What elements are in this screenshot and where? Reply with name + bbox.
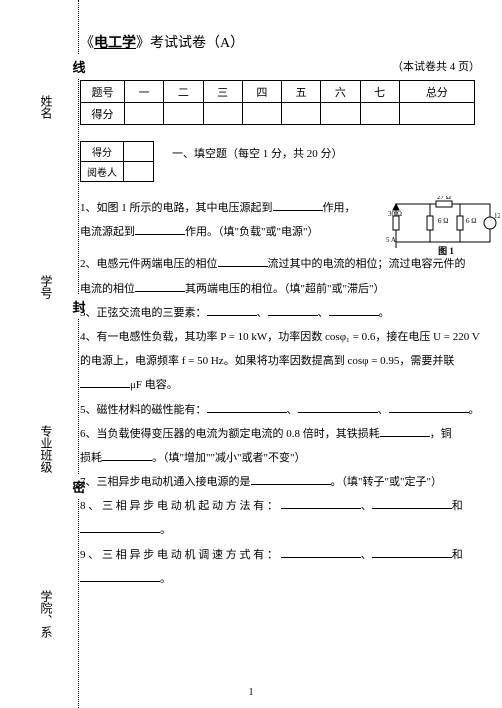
table-row: 题号 一 二 三 四 五 六 七 总分 (81, 81, 475, 103)
blank (218, 255, 268, 267)
circuit-r4: 6 Ω (466, 217, 476, 225)
blank (372, 497, 452, 509)
page-content: 《电工学》考试试卷（A） （本试卷共 4 页） 题号 一 二 三 四 五 六 七… (80, 32, 480, 591)
score-row1-label: 题号 (81, 81, 125, 103)
mini-grader-label: 阅卷人 (81, 162, 124, 182)
score-col: 二 (164, 81, 203, 103)
question-6-line1: 6、当负载使得变压器的电流为额定电流的 0.8 倍时，其铁损耗，铜 (80, 422, 480, 446)
circuit-r2: 30 Ω (388, 210, 402, 218)
score-cell (164, 103, 203, 125)
score-row2-label: 得分 (81, 103, 125, 125)
circuit-r3: 6 Ω (438, 217, 448, 225)
table-row: 得分 (81, 103, 475, 125)
blank (281, 546, 361, 558)
score-col: 总分 (399, 81, 474, 103)
section-1-title: 一、填空题（每空 1 分，共 20 分） (172, 141, 343, 161)
blank (80, 376, 130, 388)
binding-dotted-line (78, 0, 79, 708)
title-prefix: 《 (80, 36, 94, 51)
score-col: 四 (242, 81, 281, 103)
binding-edge: 线 封 密 姓名 学号 专业班级 学院、系 (30, 0, 80, 708)
title-suffix: 》考试试卷（A） (136, 36, 244, 51)
blank (268, 304, 318, 316)
circuit-i: 5 A (386, 236, 396, 244)
question-7: 7、三相异步电动机通入接电源的是。（填"转子"或"定子"） (80, 470, 480, 494)
blank (135, 223, 185, 235)
question-9-line1: 9 、 三 相 异 步 电 动 机 调 速 方 式 有 ： 、和 (80, 543, 480, 567)
blank (102, 449, 152, 461)
circuit-r1: 27 Ω (437, 196, 451, 201)
binding-label-name: 姓名 (38, 95, 55, 119)
blank (80, 521, 160, 533)
grader-table: 得分 阅卷人 (80, 141, 154, 182)
blank (80, 570, 160, 582)
exam-title: 《电工学》考试试卷（A） (80, 32, 480, 52)
score-cell (360, 103, 399, 125)
binding-label-id: 学号 (38, 275, 55, 299)
score-table: 题号 一 二 三 四 五 六 七 总分 得分 (80, 80, 475, 125)
score-cell (282, 103, 321, 125)
blank (329, 304, 379, 316)
score-col: 六 (321, 81, 360, 103)
score-cell (125, 103, 164, 125)
question-4-line2: 的电源上，电源频率 f = 50 Hz。如果将功率因数提高到 cosφ = 0.… (80, 349, 480, 373)
table-row: 阅卷人 (81, 162, 154, 182)
mini-score-cell (124, 142, 154, 162)
circuit-v: 12 V (494, 212, 500, 220)
score-cell (399, 103, 474, 125)
binding-label-dept: 学院、系 (38, 590, 55, 638)
mini-grader-cell (124, 162, 154, 182)
question-5: 5、磁性材料的磁性能有：、、。 (80, 398, 480, 422)
score-col: 一 (125, 81, 164, 103)
blank (251, 473, 331, 485)
question-9-line2: 。 (80, 567, 480, 591)
score-cell (203, 103, 242, 125)
blank (281, 497, 361, 509)
blank (298, 401, 378, 413)
score-cell (321, 103, 360, 125)
blank (135, 280, 185, 292)
question-3: 3、正弦交流电的三要素：、、。 (80, 301, 480, 325)
blank (372, 546, 452, 558)
question-2-line2: 电流的相位其两端电压的相位。（填"超前"或"滞后"） (80, 277, 480, 301)
score-col: 五 (282, 81, 321, 103)
section-header-row: 得分 阅卷人 一、填空题（每空 1 分，共 20 分） (80, 141, 480, 182)
binding-label-class: 专业班级 (38, 425, 55, 473)
question-8-line2: 。 (80, 518, 480, 542)
blank (273, 199, 323, 211)
mini-score-label: 得分 (81, 142, 124, 162)
blank (389, 401, 469, 413)
circuit-caption: 图 1 (438, 246, 454, 256)
page-number: 1 (249, 687, 254, 698)
blank (207, 304, 257, 316)
score-col: 三 (203, 81, 242, 103)
circuit-figure-1: 27 Ω 30 Ω 6 Ω 6 Ω 12 V 5 A 图 1 (386, 196, 500, 260)
question-4-line3: μF 电容。 (80, 373, 480, 397)
blank (380, 425, 430, 437)
question-4-line1: 4、有一电感性负载，其功率 P = 10 kW，功率因数 cosφ₁ = 0.6… (80, 325, 480, 349)
page-count-note: （本试卷共 4 页） (80, 58, 480, 74)
table-row: 得分 (81, 142, 154, 162)
score-cell (242, 103, 281, 125)
question-6-line2: 损耗。（填"增加""减小"或者"不变"） (80, 446, 480, 470)
question-8-line1: 8 、 三 相 异 步 电 动 机 起 动 方 法 有 ： 、和 (80, 494, 480, 518)
title-underline: 电工学 (94, 36, 136, 51)
score-col: 七 (360, 81, 399, 103)
blank (207, 401, 287, 413)
